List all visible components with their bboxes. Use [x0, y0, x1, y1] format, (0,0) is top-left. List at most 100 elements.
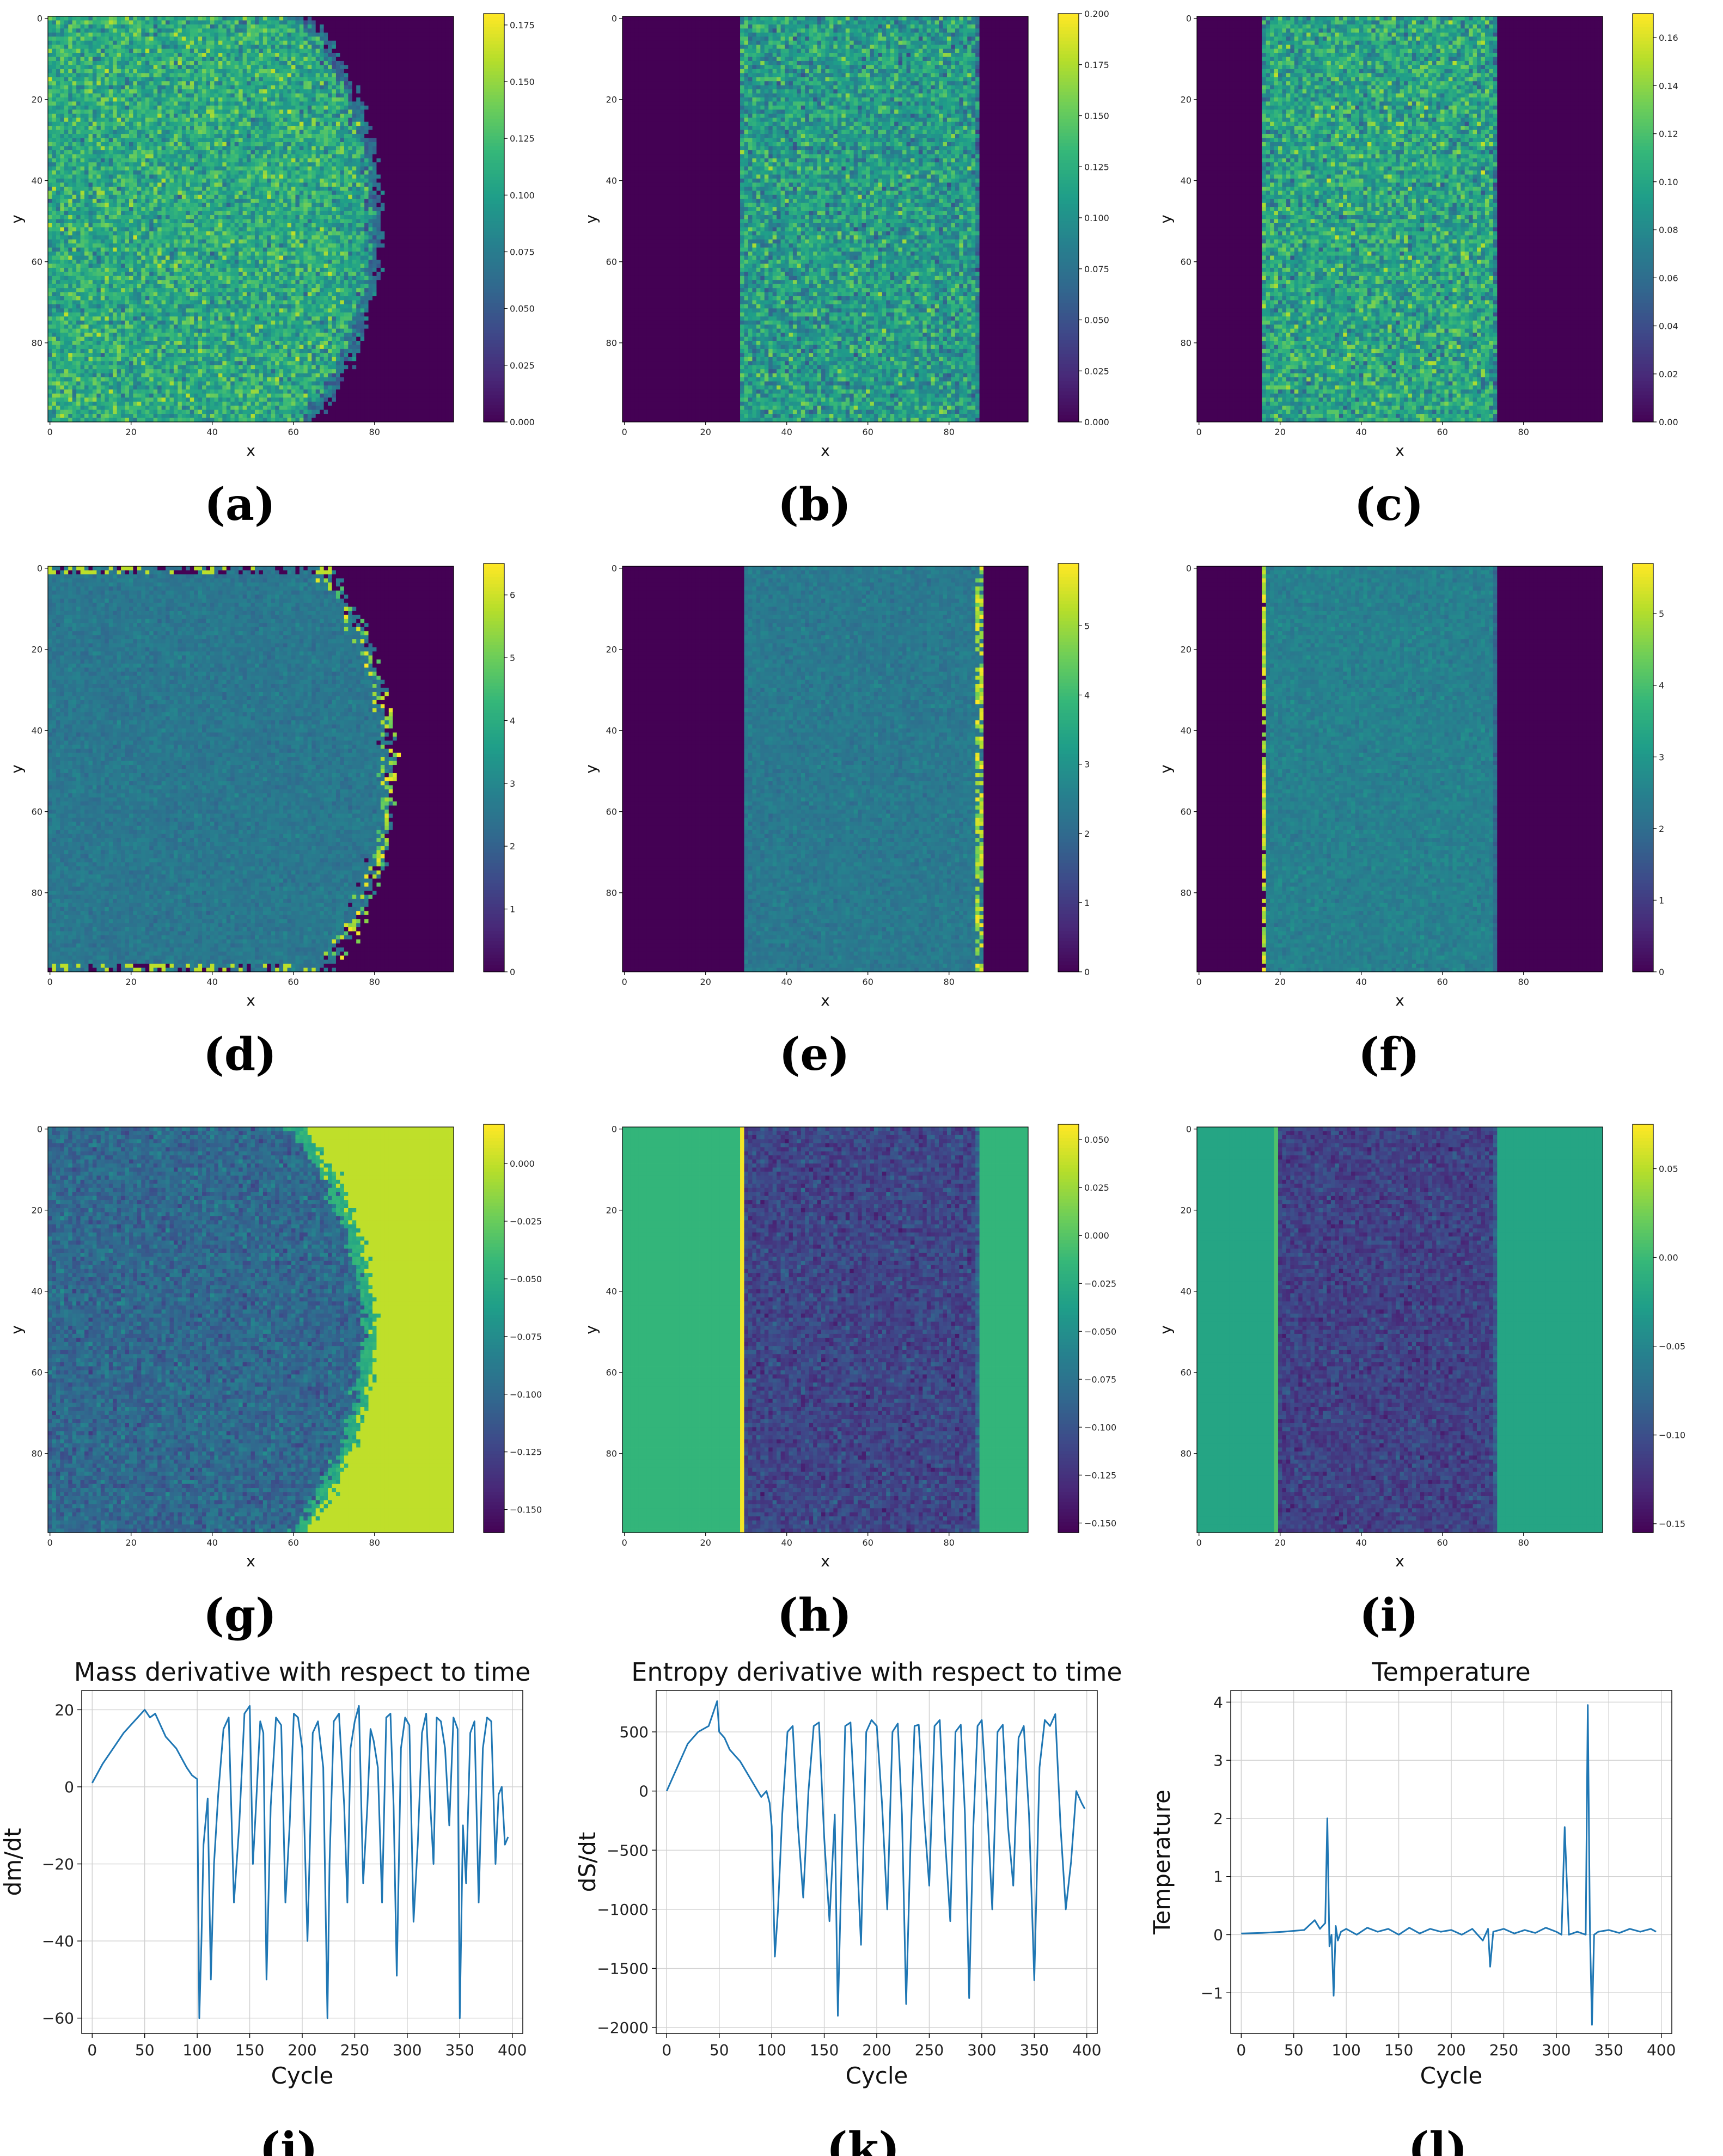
x-tick-label-j: 300 — [393, 2041, 421, 2059]
y-tick-label-j: −20 — [42, 1855, 74, 1873]
y-tick-label-f: 60 — [1181, 807, 1192, 817]
x-axis-label-f: x — [1395, 991, 1404, 1009]
y-tick-label-d: 40 — [32, 726, 42, 736]
panel-label-g: (g) — [203, 1589, 277, 1641]
y-tick-label-d: 80 — [32, 888, 42, 898]
colorbar-tick-label-f: 2 — [1659, 824, 1664, 834]
x-tick-label-f: 0 — [1196, 977, 1202, 987]
y-tick-label-g: 20 — [32, 1205, 42, 1216]
colorbar-tick-label-g: −0.150 — [510, 1505, 542, 1515]
y-tick-label-a: 20 — [32, 95, 42, 105]
panel-label-e: (e) — [779, 1028, 850, 1081]
x-axis-label-g: x — [246, 1552, 255, 1570]
y-tick-label-l: 1 — [1213, 1868, 1223, 1886]
colorbar-tick-label-a: 0.175 — [510, 20, 535, 30]
y-tick-label-e: 40 — [606, 726, 617, 736]
x-tick-label-c: 20 — [1275, 427, 1286, 437]
x-tick-label-e: 0 — [622, 977, 627, 987]
y-axis-label-b: y — [582, 215, 600, 224]
y-tick-label-l: 3 — [1213, 1751, 1223, 1769]
y-axis-label-d: y — [8, 764, 26, 774]
colorbar-b — [1058, 14, 1079, 422]
y-tick-label-d: 60 — [32, 807, 42, 817]
x-tick-label-k: 200 — [862, 2041, 891, 2059]
chart-title-k: Entropy derivative with respect to time — [631, 1657, 1122, 1687]
colorbar-tick-label-a: 0.075 — [510, 247, 535, 258]
x-tick-label-l: 50 — [1284, 2041, 1304, 2059]
y-tick-label-h: 20 — [606, 1205, 617, 1216]
colorbar-tick-label-b: 0.125 — [1084, 162, 1109, 172]
y-tick-label-i: 40 — [1181, 1287, 1192, 1297]
x-axis-label-d: x — [246, 991, 255, 1009]
y-tick-label-i: 0 — [1186, 1124, 1192, 1135]
colorbar-tick-label-f: 1 — [1659, 895, 1664, 905]
y-axis-label-g: y — [8, 1325, 26, 1334]
colorbar-tick-label-h: −0.075 — [1084, 1374, 1116, 1385]
heatmap-cells-i — [1197, 1127, 1603, 1533]
colorbar-tick-label-h: 0.025 — [1084, 1183, 1109, 1193]
panel-label-c: (c) — [1354, 479, 1424, 531]
y-axis-label-f: y — [1157, 764, 1175, 774]
y-tick-label-c: 20 — [1181, 95, 1192, 105]
x-tick-label-l: 100 — [1331, 2041, 1360, 2059]
colorbar-tick-label-a: 0.025 — [510, 360, 535, 371]
colorbar-tick-label-g: −0.100 — [510, 1389, 542, 1400]
x-tick-label-f: 80 — [1518, 977, 1529, 987]
y-tick-label-k: −500 — [607, 1841, 649, 1859]
heatmap-cells-f — [1197, 566, 1603, 972]
x-tick-label-a: 0 — [47, 427, 53, 437]
colorbar-tick-label-h: −0.025 — [1084, 1278, 1116, 1289]
y-tick-label-b: 0 — [612, 14, 617, 24]
heatmap-cells-a — [48, 16, 454, 422]
heatmap-cells-e — [622, 566, 1028, 972]
colorbar-f — [1633, 564, 1653, 972]
x-tick-label-b: 60 — [863, 427, 873, 437]
series-line-j — [92, 1706, 508, 2018]
y-tick-label-c: 60 — [1181, 257, 1192, 267]
heatmap-cells-b — [622, 16, 1028, 422]
colorbar-d — [484, 564, 504, 972]
heatmap-panel-b: 0 20 40 60 80020406080xy0.0000.0250.0500.075… — [575, 0, 1152, 544]
colorbar-tick-label-f: 4 — [1659, 681, 1664, 691]
y-tick-label-i: 20 — [1181, 1205, 1192, 1216]
x-tick-label-j: 0 — [87, 2041, 97, 2059]
heatmap-cells-d — [48, 566, 454, 972]
y-axis-label-j: dm/dt — [0, 1828, 26, 1896]
x-tick-label-i: 80 — [1518, 1538, 1529, 1548]
colorbar-tick-label-h: −0.100 — [1084, 1422, 1116, 1432]
x-tick-label-g: 20 — [126, 1538, 137, 1548]
x-tick-label-l: 400 — [1647, 2041, 1676, 2059]
y-tick-label-l: 2 — [1213, 1810, 1223, 1828]
y-axis-label-c: y — [1157, 215, 1175, 224]
x-tick-label-k: 350 — [1020, 2041, 1049, 2059]
x-tick-label-c: 60 — [1437, 427, 1448, 437]
colorbar-tick-label-c: 0.12 — [1659, 129, 1678, 139]
colorbar-tick-label-h: 0.050 — [1084, 1135, 1109, 1145]
colorbar-tick-label-a: 0.100 — [510, 190, 535, 200]
y-tick-label-a: 60 — [32, 257, 42, 267]
y-tick-label-j: 20 — [54, 1701, 74, 1719]
y-tick-label-h: 60 — [606, 1368, 617, 1378]
y-tick-label-e: 0 — [612, 564, 617, 574]
x-tick-label-k: 100 — [757, 2041, 786, 2059]
x-axis-label-j: Cycle — [271, 2062, 334, 2089]
y-tick-label-l: 0 — [1213, 1926, 1223, 1944]
y-tick-label-e: 80 — [606, 888, 617, 898]
line-chart-panel-j: 0 50 100 150 200 250 300 350 400200−20−40−60Mass… — [0, 1644, 577, 2156]
colorbar-tick-label-a: 0.150 — [510, 77, 535, 87]
y-tick-label-c: 80 — [1181, 338, 1192, 348]
panel-label-l: (l) — [1408, 2123, 1468, 2156]
heatmap-cells-h — [622, 1127, 1028, 1533]
x-tick-label-g: 80 — [369, 1538, 380, 1548]
x-tick-label-b: 0 — [622, 427, 627, 437]
colorbar-tick-label-h: 0.000 — [1084, 1230, 1109, 1241]
grid-l — [1231, 1690, 1672, 2033]
colorbar-tick-label-b: 0.100 — [1084, 213, 1109, 223]
colorbar-g — [484, 1124, 504, 1533]
colorbar-tick-label-b: 0.200 — [1084, 9, 1109, 19]
y-tick-label-f: 20 — [1181, 645, 1192, 655]
y-tick-label-c: 0 — [1186, 14, 1192, 24]
y-tick-label-l: −1 — [1201, 1984, 1223, 2002]
